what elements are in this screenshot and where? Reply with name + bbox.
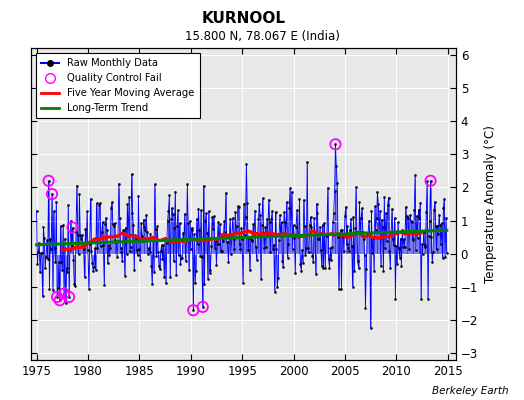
Point xyxy=(60,290,68,297)
Text: Berkeley Earth: Berkeley Earth xyxy=(432,386,508,396)
Point xyxy=(331,141,340,148)
Point xyxy=(189,307,198,314)
Point xyxy=(48,191,56,197)
Point xyxy=(427,178,435,184)
Point xyxy=(199,304,207,310)
Point xyxy=(68,224,77,231)
Point xyxy=(45,178,53,184)
Legend: Raw Monthly Data, Quality Control Fail, Five Year Moving Average, Long-Term Tren: Raw Monthly Data, Quality Control Fail, … xyxy=(37,53,200,118)
Y-axis label: Temperature Anomaly (°C): Temperature Anomaly (°C) xyxy=(484,125,497,283)
Text: 15.800 N, 78.067 E (India): 15.800 N, 78.067 E (India) xyxy=(184,30,340,43)
Point xyxy=(56,297,64,304)
Point xyxy=(65,294,73,300)
Title: KURNOOL: KURNOOL xyxy=(202,11,286,26)
Point xyxy=(53,294,61,300)
